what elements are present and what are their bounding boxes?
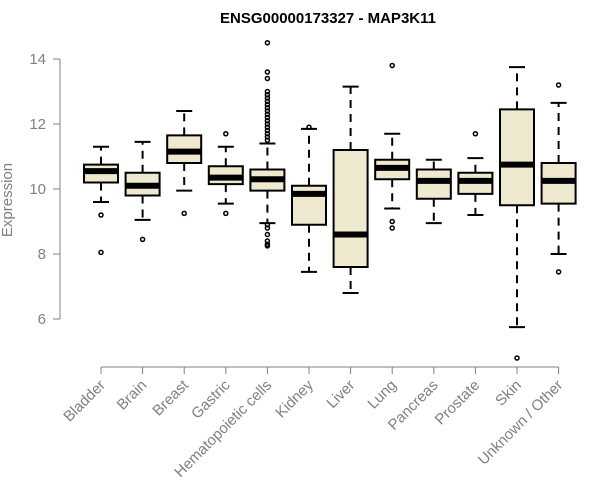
y-axis-label: Expression (0, 163, 16, 237)
x-tick-label: Brain (114, 377, 151, 414)
outlier-point (389, 62, 395, 69)
x-tick-label: Lung (364, 377, 400, 413)
outlier-point (98, 212, 104, 218)
box-iqr (415, 168, 452, 200)
x-tick-label: Kidney (272, 376, 317, 421)
x-tick-label: Breast (149, 376, 192, 419)
box-7 (332, 85, 369, 294)
x-tick-label: Skin (492, 377, 525, 410)
y-tick-label: 6 (38, 311, 46, 328)
outlier-point (555, 82, 562, 88)
box-10 (457, 131, 494, 216)
box-5 (249, 40, 286, 249)
y-axis: 6 8 10 12 14 (29, 51, 61, 328)
box-iqr (332, 149, 369, 268)
box-3 (166, 110, 203, 217)
outlier-point (264, 225, 271, 231)
outlier-point (555, 269, 562, 275)
box-11 (499, 66, 535, 361)
outlier-point (264, 243, 271, 249)
outlier-point (264, 69, 271, 75)
y-tick-label: 10 (29, 181, 46, 198)
outlier-point (181, 210, 187, 217)
x-tick-label: Bladder (60, 377, 109, 426)
outlier-point (472, 131, 479, 137)
outlier-point (389, 218, 395, 225)
outlier-point (264, 75, 271, 82)
box-4 (207, 131, 244, 217)
box-2 (124, 140, 161, 243)
outlier-point (264, 137, 271, 143)
box-group (83, 40, 577, 361)
box-iqr (499, 108, 535, 207)
chart-title: ENSG00000173327 - MAP3K11 (220, 10, 436, 27)
box-6 (291, 124, 327, 273)
outlier-point (223, 131, 229, 137)
outlier-point (139, 236, 146, 243)
outlier-point (514, 355, 520, 361)
outlier-point (389, 225, 395, 231)
outlier-point (264, 40, 271, 46)
x-tick-label: Liver (323, 377, 358, 412)
outlier-point (306, 124, 312, 130)
x-tick-label: Prostate (432, 377, 484, 429)
y-tick-label: 12 (29, 116, 46, 133)
outlier-point (264, 231, 271, 238)
box-12 (540, 82, 577, 275)
box-9 (415, 158, 452, 225)
box-1 (83, 145, 119, 256)
y-tick-label: 8 (38, 246, 46, 263)
outlier-point (223, 210, 229, 217)
outlier-point (98, 249, 104, 256)
y-tick-label: 14 (29, 51, 46, 68)
box-8 (374, 62, 411, 231)
